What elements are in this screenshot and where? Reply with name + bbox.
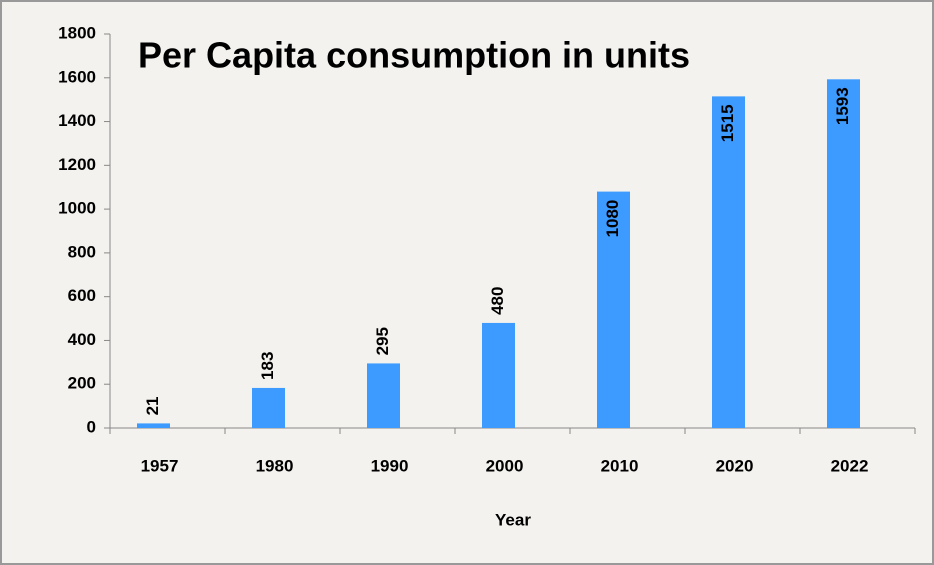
y-tick-label: 1000 (58, 199, 96, 218)
y-tick-label: 400 (68, 330, 96, 349)
data-label: 1593 (833, 87, 852, 125)
y-tick-label: 600 (68, 286, 96, 305)
bar (827, 79, 860, 428)
y-tick-label: 1200 (58, 155, 96, 174)
y-tick-label: 1800 (58, 23, 96, 42)
y-tick-label: 200 (68, 374, 96, 393)
x-tick-label: 2000 (486, 456, 524, 475)
x-tick-label: 1990 (371, 456, 409, 475)
data-label: 183 (258, 352, 277, 380)
data-label: 1080 (603, 200, 622, 238)
data-label: 480 (488, 287, 507, 315)
x-tick-label: 1957 (141, 456, 179, 475)
x-tick-label: 1980 (256, 456, 294, 475)
y-tick-label: 0 (87, 417, 96, 436)
bar (137, 423, 170, 428)
y-tick-label: 800 (68, 242, 96, 261)
chart-title: Per Capita consumption in units (138, 35, 690, 76)
data-label: 295 (373, 327, 392, 355)
x-tick-label: 2010 (601, 456, 639, 475)
bar (597, 191, 630, 428)
bar (252, 387, 285, 428)
x-tick-label: 2020 (716, 456, 754, 475)
bar (367, 363, 400, 428)
y-tick-label: 1600 (58, 67, 96, 86)
data-label: 21 (143, 396, 162, 415)
bar (482, 322, 515, 428)
data-label: 1515 (718, 104, 737, 142)
bar (712, 96, 745, 428)
x-axis-label: Year (495, 510, 531, 529)
x-tick-label: 2022 (831, 456, 869, 475)
y-tick-label: 1400 (58, 111, 96, 130)
